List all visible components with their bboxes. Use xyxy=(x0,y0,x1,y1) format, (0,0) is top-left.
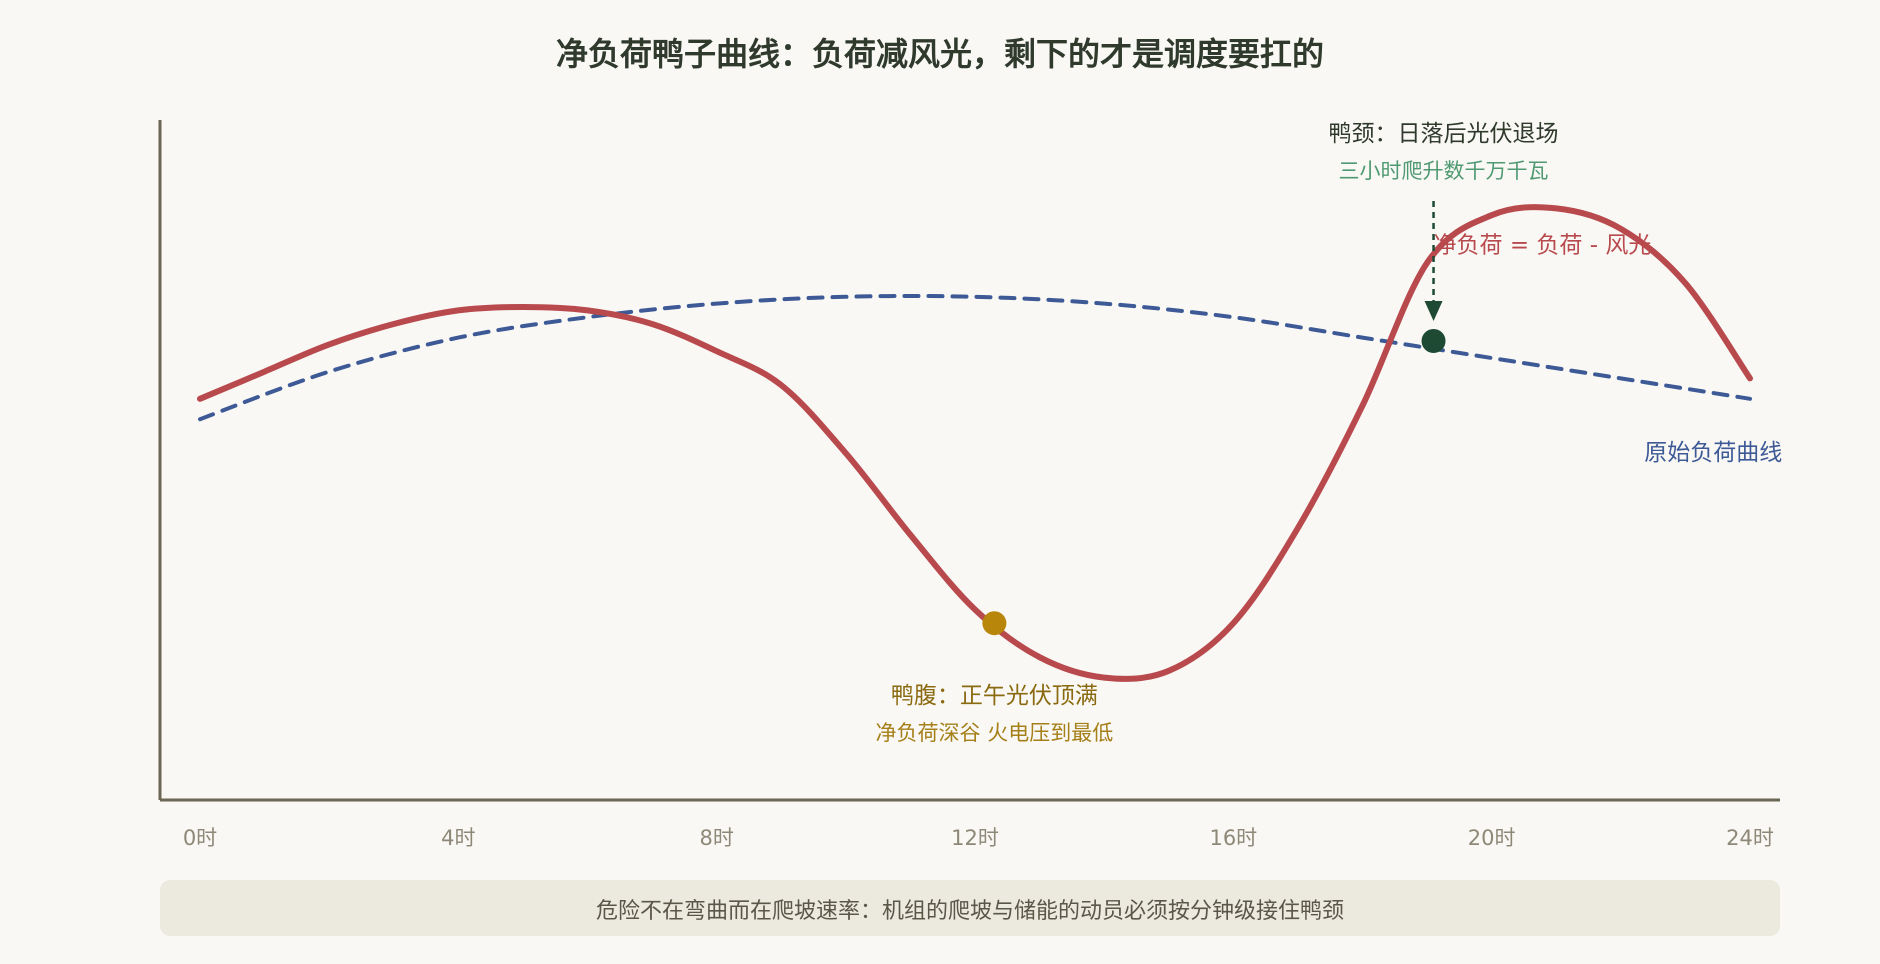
axes xyxy=(158,120,1780,802)
x-tick-label: 20时 xyxy=(1468,826,1516,850)
neck-marker xyxy=(1421,329,1446,353)
footer-note-text: 危险不在弯曲而在爬坡速率：机组的爬坡与储能的动员必须按分钟级接住鸭颈 xyxy=(596,899,1344,924)
net-load-series-label: 净负荷 = 负荷 - 风光 xyxy=(1434,233,1652,259)
x-tick-label: 12时 xyxy=(951,826,999,850)
footer-note-background xyxy=(160,880,1780,936)
belly-annotation-subtitle: 净负荷深谷 火电压到最低 xyxy=(876,721,1114,745)
x-tick-labels: 0时 4时 8时 12时 16时 20时 24时 xyxy=(183,826,1774,850)
x-tick-label: 8时 xyxy=(699,826,733,850)
neck-annotation-title: 鸭颈：日落后光伏退场 xyxy=(1329,121,1559,147)
x-tick-label: 0时 xyxy=(183,826,217,850)
original-load-series-label: 原始负荷曲线 xyxy=(1644,440,1782,466)
series-layer xyxy=(197,204,1753,682)
belly-marker xyxy=(982,611,1007,636)
chart-title: 净负荷鸭子曲线：负荷减风光，剩下的才是调度要扛的 xyxy=(556,35,1324,73)
neck-arrow-head xyxy=(1424,301,1443,321)
annotation-layer: 鸭颈：日落后光伏退场 三小时爬升数千万千瓦 鸭腹：正午光伏顶满 净负荷深谷 火电… xyxy=(876,121,1783,745)
net-load-series-line xyxy=(197,204,1753,682)
x-tick-label: 4时 xyxy=(441,826,475,850)
original-load-series-line xyxy=(198,293,1752,422)
footer-note-box: 危险不在弯曲而在爬坡速率：机组的爬坡与储能的动员必须按分钟级接住鸭颈 xyxy=(160,880,1780,936)
x-tick-label: 16时 xyxy=(1209,826,1257,850)
neck-annotation-subtitle: 三小时爬升数千万千瓦 xyxy=(1339,159,1549,183)
x-tick-label: 24时 xyxy=(1726,826,1774,850)
belly-annotation-title: 鸭腹：正午光伏顶满 xyxy=(891,683,1098,709)
